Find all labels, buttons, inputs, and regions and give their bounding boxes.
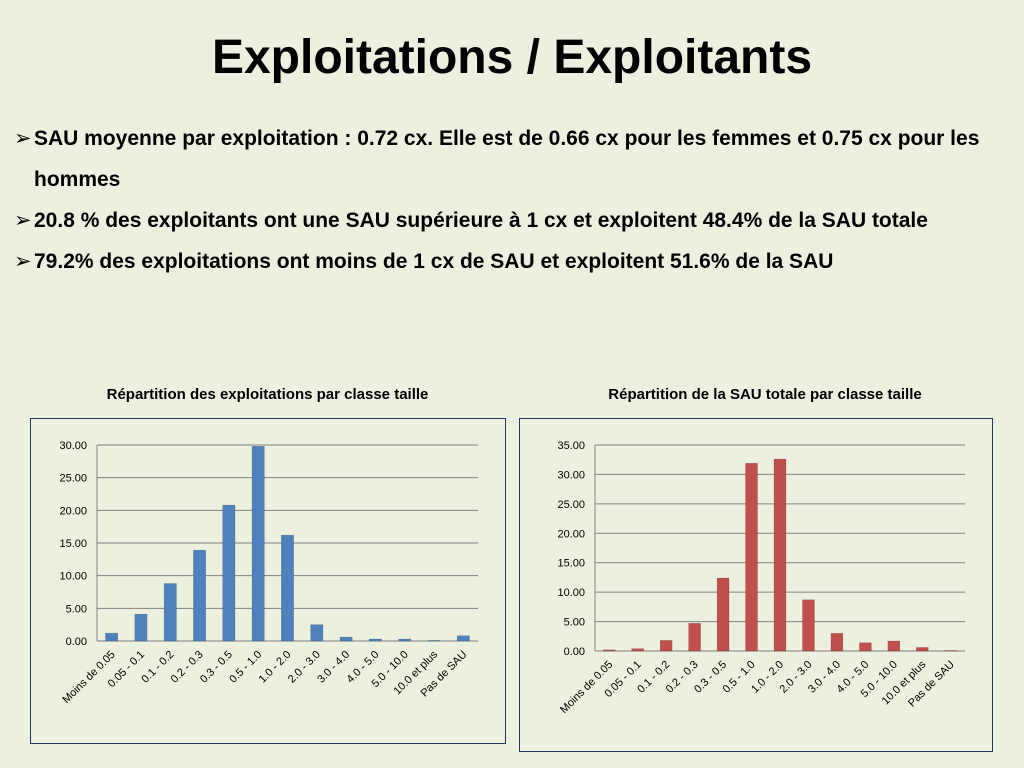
y-tick-label: 35.00: [557, 440, 585, 452]
bar: [830, 633, 844, 652]
bar: [427, 640, 441, 642]
bar: [745, 462, 758, 652]
bar: [251, 446, 265, 642]
bar: [716, 577, 730, 652]
bar: [339, 636, 353, 642]
y-tick-label: 30.00: [59, 440, 87, 452]
bar: [134, 613, 148, 642]
chart-title: Répartition des exploitations par classe…: [106, 386, 429, 403]
chart-title: Répartition de la SAU totale par classe …: [608, 386, 922, 403]
y-tick-label: 0.00: [66, 636, 87, 648]
y-tick-label: 5.00: [564, 617, 585, 629]
y-tick-label: 5.00: [66, 603, 87, 615]
bullet-list: SAU moyenne par exploitation : 0.72 cx. …: [14, 118, 1014, 282]
slide-title: Exploitations / Exploitants: [211, 31, 813, 84]
bar: [859, 642, 872, 652]
bullet: SAU moyenne par exploitation : 0.72 cx. …: [14, 118, 1014, 200]
bar: [310, 624, 324, 642]
bar: [369, 638, 382, 642]
bar: [456, 635, 470, 642]
chart: 0.005.0010.0015.0020.0025.0030.0035.00Mo…: [519, 418, 993, 752]
bar: [773, 458, 787, 652]
bar: [193, 549, 206, 642]
y-tick-label: 10.00: [557, 587, 585, 599]
bar: [916, 647, 929, 652]
bar: [659, 640, 673, 652]
bar: [631, 648, 644, 652]
bar: [688, 623, 701, 652]
y-tick-label: 10.00: [59, 571, 87, 583]
y-tick-label: 15.00: [59, 538, 87, 550]
bar: [222, 504, 236, 642]
y-tick-label: 15.00: [557, 558, 585, 570]
bar: [398, 638, 412, 642]
bar: [281, 534, 294, 642]
y-tick-label: 30.00: [557, 469, 585, 481]
y-tick-label: 20.00: [557, 528, 585, 540]
bullet: 79.2% des exploitations ont moins de 1 c…: [14, 241, 1014, 282]
bar: [163, 583, 177, 642]
bar: [603, 649, 616, 652]
chart-frame: [519, 418, 993, 752]
chart-frame: [30, 418, 506, 744]
y-tick-label: 0.00: [564, 646, 585, 658]
bullet: 20.8 % des exploitants ont une SAU supér…: [14, 200, 1014, 241]
y-tick-label: 25.00: [59, 473, 87, 485]
bar: [887, 640, 901, 652]
bar: [105, 632, 119, 642]
bar: [944, 650, 957, 652]
y-tick-label: 20.00: [59, 505, 87, 517]
bar: [802, 599, 815, 652]
y-tick-label: 25.00: [557, 499, 585, 511]
